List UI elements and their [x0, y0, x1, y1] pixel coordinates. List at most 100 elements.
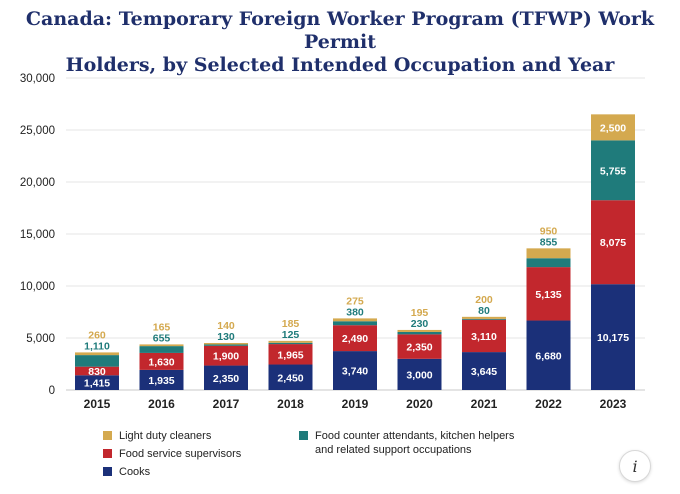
y-tick-label: 25,000 [20, 125, 55, 137]
legend-item-food-counter-attendants: Food counter attendants, kitchen helpers… [299, 429, 514, 457]
bar-segment [75, 375, 119, 390]
data-label: 1,935 [148, 375, 174, 387]
stacked-bar-chart: 0 5,000 10,000 15,000 20,000 25,000 30,000 1,4… [20, 73, 645, 411]
data-label: 130 [217, 331, 235, 343]
data-label: 2,450 [277, 372, 303, 384]
data-label: 2,350 [406, 342, 432, 354]
data-label: 260 [88, 329, 106, 341]
legend-label: Food service supervisors [119, 448, 242, 460]
bar-segment [526, 258, 571, 268]
bar-segment [333, 325, 377, 352]
bar-segment [268, 364, 313, 390]
bar-segment [526, 267, 571, 321]
data-label: 125 [282, 329, 300, 341]
x-tick-label: 2022 [535, 397, 562, 411]
data-label: 195 [411, 307, 429, 319]
bar-segment [591, 140, 635, 201]
legend-label-line-1: Food counter attendants, kitchen helpers [315, 430, 515, 442]
data-label: 200 [475, 294, 493, 306]
bar-segment [397, 334, 442, 359]
bar-segment [333, 351, 377, 390]
legend-item-food-service-supervisors: Food service supervisors [103, 447, 241, 461]
data-label: 3,645 [471, 366, 497, 378]
data-label: 165 [153, 321, 171, 333]
bar-segment [333, 318, 377, 322]
bar-segment [462, 318, 506, 320]
bar-segment [397, 329, 442, 332]
y-tick-label: 10,000 [20, 281, 55, 293]
chart-title-line-2: Holders, by Selected Intended Occupation… [65, 54, 615, 76]
legend-label: Light duty cleaners [119, 430, 212, 442]
bar-segment [526, 320, 571, 390]
data-label: 2,350 [213, 373, 239, 385]
bar-segment [139, 369, 184, 390]
data-label: 1,630 [148, 356, 174, 368]
info-button[interactable]: i [619, 450, 651, 482]
data-label: 2,500 [600, 122, 626, 134]
chart-title-line-1: Canada: Temporary Foreign Worker Program… [25, 8, 655, 53]
bar-segment [591, 114, 635, 141]
y-tick-label: 0 [49, 385, 55, 397]
data-label: 830 [88, 366, 106, 378]
legend-item-light-duty-cleaners: Light duty cleaners [103, 429, 211, 443]
bar-segment [268, 342, 313, 345]
data-label: 6,680 [535, 350, 561, 362]
bar-segment [333, 321, 377, 326]
y-tick-label: 30,000 [20, 73, 55, 85]
x-tick-label: 2019 [342, 397, 369, 411]
bar-segment [268, 340, 313, 343]
x-axis-ticks: 2015 2016 2017 2018 2019 2020 2021 2022 2023 [84, 397, 627, 411]
legend-label: Cooks [119, 466, 151, 478]
data-label: 10,175 [597, 332, 629, 344]
bar-segment [397, 358, 442, 390]
bar-segment [591, 200, 635, 285]
data-label: 3,000 [406, 369, 432, 381]
bar-segment [462, 352, 506, 390]
data-label: 275 [346, 295, 364, 307]
data-label: 230 [411, 318, 429, 330]
bar-segment [75, 355, 119, 367]
data-label: 140 [217, 320, 235, 332]
bar-segment [397, 331, 442, 335]
data-label: 5,135 [535, 289, 561, 301]
bar-segment [139, 344, 184, 347]
bar-segment [75, 366, 119, 376]
x-tick-label: 2016 [148, 397, 175, 411]
legend-item-cooks: Cooks [103, 465, 150, 479]
bar-segment [204, 344, 248, 346]
data-label: 655 [153, 332, 171, 344]
data-label: 1,965 [277, 349, 303, 361]
bar-segment [139, 346, 184, 353]
legend-swatch-light-duty-cleaners [103, 431, 112, 440]
bars [75, 114, 635, 390]
data-label: 5,755 [600, 165, 626, 177]
data-label: 80 [478, 305, 490, 317]
data-label: 3,110 [471, 331, 497, 343]
y-tick-label: 20,000 [20, 177, 55, 189]
data-label: 380 [346, 306, 364, 318]
legend-swatch-food-service-supervisors [103, 449, 112, 458]
y-tick-label: 5,000 [26, 333, 55, 345]
data-label: 2,490 [342, 333, 368, 345]
bar-segment [268, 344, 313, 365]
legend-label-line-2: and related support occupations [315, 444, 472, 456]
legend-label: Food counter attendants, kitchen helpers… [315, 429, 514, 457]
x-tick-label: 2020 [406, 397, 433, 411]
bar-segment [204, 345, 248, 366]
bar-segment [75, 352, 119, 356]
x-tick-label: 2021 [471, 397, 498, 411]
y-tick-label: 15,000 [20, 229, 55, 241]
data-label: 855 [540, 236, 558, 248]
y-axis-ticks: 0 5,000 10,000 15,000 20,000 25,000 30,000 [20, 73, 55, 397]
x-tick-label: 2018 [277, 397, 304, 411]
x-tick-label: 2015 [84, 397, 111, 411]
x-tick-label: 2023 [600, 397, 627, 411]
chart-title: Canada: Temporary Foreign Worker Program… [0, 8, 680, 77]
bar-segment [462, 319, 506, 353]
bar-segment [204, 365, 248, 390]
data-label: 1,110 [84, 340, 110, 352]
bar-segment [526, 248, 571, 259]
bar-segment [462, 316, 506, 319]
data-label: 8,075 [600, 237, 626, 249]
x-tick-label: 2017 [213, 397, 240, 411]
